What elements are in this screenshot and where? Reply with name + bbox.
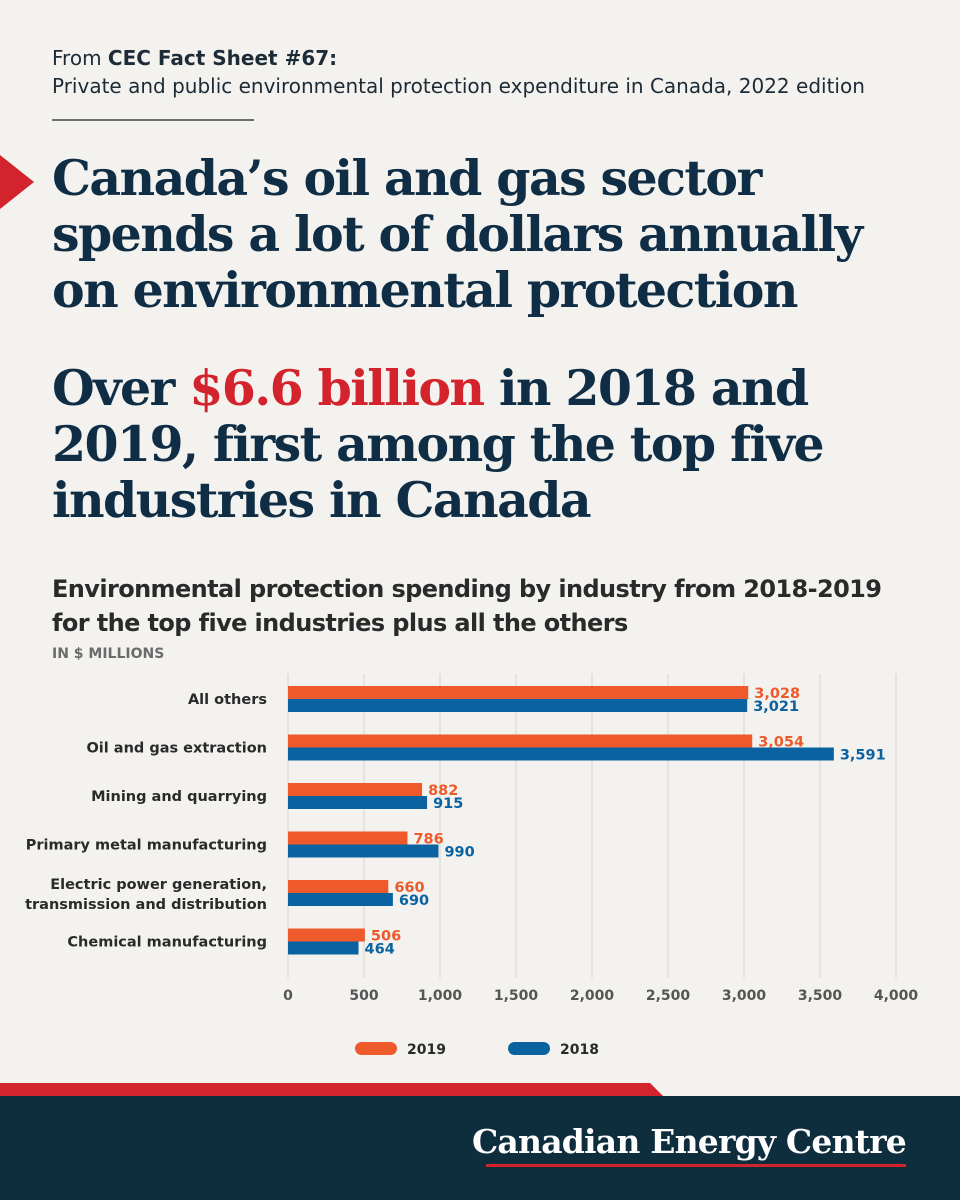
bar-2018 — [288, 747, 834, 761]
brand-underline — [486, 1164, 906, 1167]
data-label-2019: 660 — [394, 880, 424, 896]
x-tick-label: 4,000 — [874, 988, 919, 1004]
data-label-2019: 3,054 — [758, 735, 804, 751]
x-tick-label: 3,000 — [722, 988, 767, 1004]
x-tick-label: 1,000 — [418, 988, 463, 1004]
brand-logo: Canadian Energy Centre — [471, 1122, 907, 1161]
bar-2019 — [288, 928, 365, 942]
data-label-2018: 990 — [444, 845, 474, 861]
x-tick-label: 0 — [283, 988, 293, 1004]
bar-2018 — [288, 796, 428, 809]
footer-stripe — [0, 1083, 664, 1097]
bar-2019 — [288, 880, 389, 893]
category-label: Primary metal manufacturing — [26, 838, 267, 854]
bar-2019 — [288, 783, 423, 796]
bar-2018 — [288, 699, 748, 712]
subhead: Over $6.6 billion in 2018 and 2019, firs… — [52, 360, 932, 528]
subhead-highlight: $6.6 billion — [189, 359, 485, 417]
x-tick-label: 1,500 — [494, 988, 539, 1004]
source-lead: From — [52, 46, 108, 70]
category-label: All others — [188, 692, 267, 708]
category-label: Chemical manufacturing — [67, 935, 267, 951]
x-tick-label: 3,500 — [798, 988, 843, 1004]
source-description: Private and public environmental protect… — [52, 74, 865, 98]
divider — [52, 119, 254, 121]
data-label-2018: 915 — [433, 796, 463, 812]
red-arrow-icon — [0, 155, 34, 209]
legend-label-2018: 2018 — [560, 1042, 599, 1058]
bar-2018 — [288, 844, 439, 858]
data-label-2018: 690 — [399, 893, 429, 909]
source-line-1: From CEC Fact Sheet #67: — [52, 44, 865, 72]
footer — [0, 1096, 960, 1200]
x-tick-label: 2,000 — [570, 988, 615, 1004]
data-label-2019: 786 — [413, 832, 443, 848]
legend-swatch-2018 — [508, 1042, 550, 1055]
bar-2018 — [288, 941, 359, 955]
chart-title: Environmental protection spending by ind… — [52, 575, 882, 637]
bar-chart: 0 500 1,000 1,500 2,000 2,500 3,000 3,500 4,000 A… — [25, 674, 919, 1058]
category-label: Mining and quarrying — [91, 789, 267, 805]
data-label-2019: 882 — [428, 783, 458, 799]
category-label: Electric power generation, transmission a… — [25, 877, 267, 913]
subhead-after: in 2018 and 2019, first among the top fi… — [52, 359, 825, 529]
bar-2018 — [288, 893, 393, 906]
bar-2019 — [288, 686, 749, 699]
bar-2019 — [288, 734, 753, 748]
data-label-2019: 3,028 — [754, 686, 800, 702]
legend-label-2019: 2019 — [407, 1042, 446, 1058]
data-label-2019: 506 — [371, 929, 401, 945]
chart-units: IN $ MILLIONS — [52, 646, 165, 662]
x-tick-label: 2,500 — [646, 988, 691, 1004]
headline: Canada’s oil and gas sector spends a lot… — [52, 149, 863, 319]
category-label: Oil and gas extraction — [86, 741, 267, 757]
legend-swatch-2019 — [355, 1042, 397, 1055]
source-note: From CEC Fact Sheet #67: Private and pub… — [52, 44, 865, 100]
data-label-2018: 464 — [365, 942, 395, 958]
subhead-before: Over — [52, 359, 190, 417]
data-label-2018: 3,591 — [840, 748, 886, 764]
bar-2019 — [288, 831, 408, 845]
source-sheet: CEC Fact Sheet #67: — [107, 46, 338, 70]
data-label-2018: 3,021 — [753, 699, 799, 715]
x-tick-label: 500 — [349, 988, 378, 1004]
